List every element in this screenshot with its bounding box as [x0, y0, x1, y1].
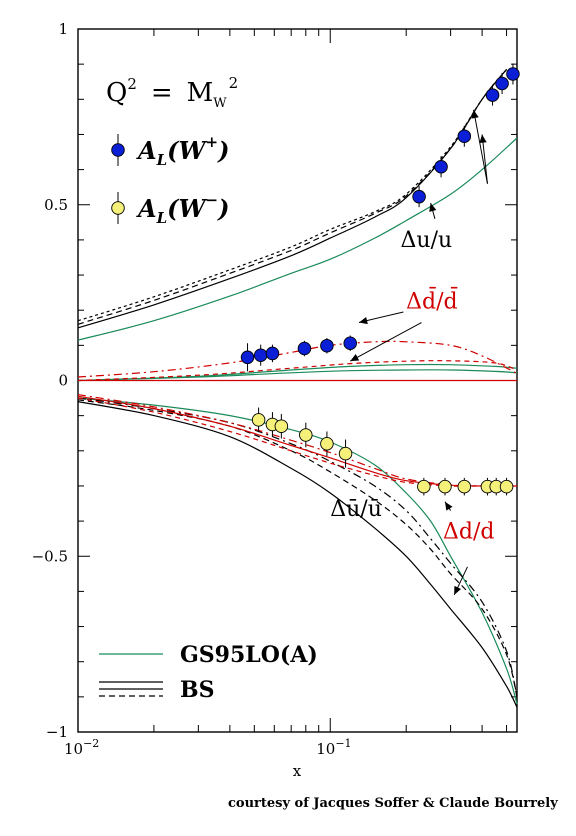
y-tick-label: 0: [58, 372, 68, 390]
legend-label-main: A: [136, 136, 157, 165]
legend-label-open: (W: [167, 194, 207, 223]
data-point: [320, 437, 334, 451]
data-point: [297, 341, 312, 356]
data-points: [240, 63, 520, 496]
curve-dbaru: [77, 401, 518, 708]
legend-label-sup: −: [205, 191, 218, 209]
label-du_over_u: Δu/u: [401, 228, 453, 253]
data-point: [438, 479, 452, 494]
curve-du: [77, 137, 518, 341]
label-dbaru_over_ubar: Δū/ū: [330, 497, 382, 522]
data-point: [265, 346, 280, 361]
curve-dbaru: [77, 397, 518, 698]
curve-dd: [77, 340, 518, 378]
x-tick-label: 10−1: [316, 737, 351, 758]
arrow-head: [429, 202, 437, 212]
curve-du: [77, 69, 508, 325]
legend-label-sub: L: [156, 209, 168, 227]
legend-marker: [111, 201, 125, 215]
legend-label-sub: L: [156, 151, 168, 169]
y-tick-label: −1: [46, 723, 68, 741]
legend-marker: [111, 143, 125, 157]
data-point: [506, 67, 520, 81]
x-tick-exponent: −2: [83, 737, 99, 750]
data-point: [299, 428, 313, 442]
x-tick-exponent: −1: [335, 737, 351, 750]
curve-dd_over_d: [77, 397, 517, 487]
arrow-head: [479, 134, 487, 144]
x-tick-base: 10: [316, 740, 335, 758]
label-dd_over_d: Δd/d: [443, 520, 494, 545]
data-point: [320, 338, 334, 353]
arrow-line: [473, 109, 488, 184]
legend-text: BS: [180, 677, 214, 703]
data-point: [240, 350, 255, 365]
scale-q-exponent: 2: [127, 75, 137, 93]
scale-q: Q: [106, 78, 127, 108]
data-point: [457, 479, 472, 494]
data-point: [499, 479, 514, 494]
legend-label-open: (W: [167, 136, 207, 165]
scale-equals: =: [151, 78, 173, 108]
annotations: Δu/u Δd̄/d̄ Δū/ū Δd/d: [330, 109, 495, 596]
curve-dbaru: [77, 399, 518, 698]
curve-dd: [77, 363, 518, 382]
arrow-head: [358, 317, 368, 325]
label-dbard_over_dbar: Δd̄/d̄: [406, 287, 457, 315]
arrow-line: [481, 134, 488, 184]
arrow-head: [454, 585, 462, 595]
scale-m-subscript: W: [213, 96, 227, 111]
curve-dd: [77, 369, 518, 382]
arrow-line: [349, 322, 422, 362]
data-point: [434, 160, 448, 174]
scale-label: Q2 = MW2: [106, 74, 238, 111]
arrow-head: [471, 109, 479, 119]
arrow-head: [350, 354, 360, 362]
credit-line: courtesy of Jacques Soffer & Claude Bour…: [228, 796, 558, 811]
y-tick-label: −0.5: [32, 547, 68, 565]
scale-m: M: [187, 78, 214, 108]
x-tick-base: 10: [64, 740, 83, 758]
data-point: [338, 446, 353, 461]
data-point: [417, 479, 431, 494]
x-axis-label: x: [293, 762, 302, 780]
data-point: [457, 129, 472, 143]
legend-label-close: ): [217, 194, 229, 223]
legend-label-sup: +: [205, 133, 218, 151]
data-point: [251, 413, 266, 427]
curve-dd: [77, 360, 518, 382]
y-tick-label: 1: [58, 20, 68, 38]
legend: AL(W+)AL(W−)GS95LO(A)BS: [99, 133, 318, 703]
data-point: [253, 348, 268, 362]
theory-curves: [77, 69, 518, 708]
legend-text: GS95LO(A): [180, 642, 318, 668]
x-tick-label: 10−2: [64, 737, 99, 758]
legend-label-close: ): [217, 136, 229, 165]
legend-label: AL(W+): [136, 133, 229, 169]
data-point: [343, 336, 357, 350]
data-point: [495, 76, 509, 91]
legend-label-main: A: [136, 194, 157, 223]
y-tick-label: 0.5: [44, 196, 68, 214]
legend-label: AL(W−): [136, 191, 229, 227]
arrow-head: [444, 501, 453, 511]
scale-m-exponent: 2: [229, 74, 239, 92]
data-point: [274, 419, 289, 433]
data-point: [485, 88, 500, 102]
data-point: [412, 189, 426, 204]
